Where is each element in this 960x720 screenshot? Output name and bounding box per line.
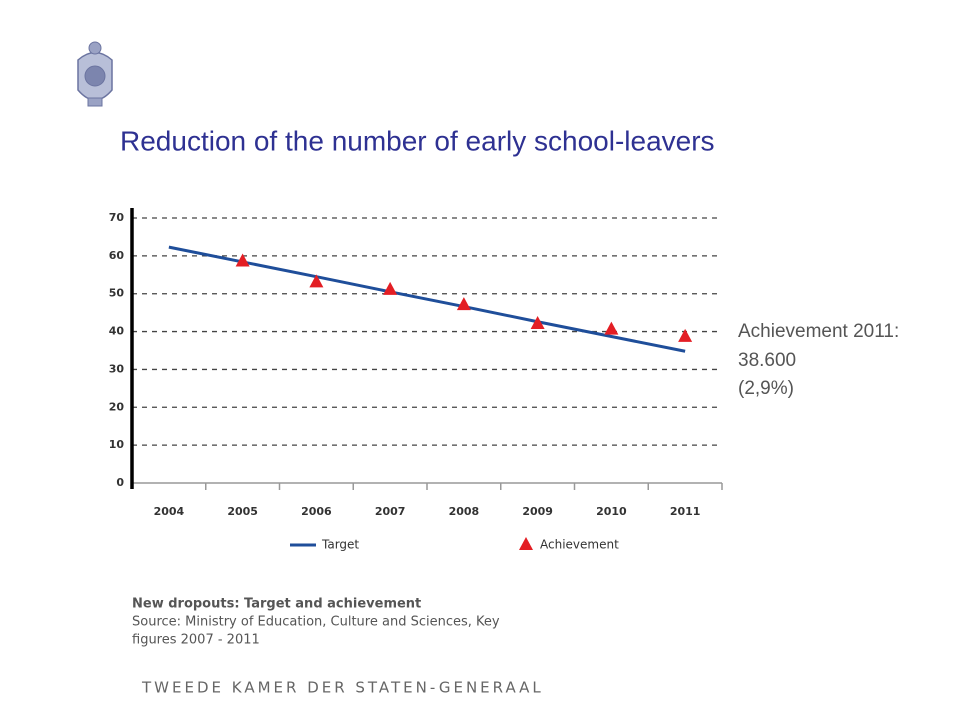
x-tick-label: 2005 bbox=[227, 505, 258, 518]
legend-label: Achievement bbox=[540, 538, 619, 552]
achievement-marker bbox=[530, 316, 545, 329]
x-tick-label: 2011 bbox=[670, 505, 701, 518]
y-tick-label: 0 bbox=[116, 476, 124, 489]
logo bbox=[77, 41, 113, 107]
x-tick-label: 2007 bbox=[375, 505, 406, 518]
achievement-marker bbox=[678, 328, 693, 342]
achievement-marker bbox=[456, 297, 471, 311]
y-tick-label: 10 bbox=[109, 438, 125, 451]
y-tick-label: 50 bbox=[109, 287, 125, 300]
y-tick-label: 70 bbox=[109, 211, 125, 224]
slide-title: Reduction of the number of early school-… bbox=[120, 125, 715, 156]
target-line bbox=[168, 245, 686, 353]
y-tick-label: 40 bbox=[109, 325, 125, 338]
plot: 0 10 20 30 40 50 60 70 2004 2005 2006 2007 2008 2009 2… bbox=[109, 208, 723, 552]
source: Source: Ministry of Education, Culture a… bbox=[132, 615, 500, 630]
achievement-marker bbox=[604, 321, 619, 335]
caption: New dropouts: Target and achievement bbox=[132, 597, 421, 612]
y-tick-label: 30 bbox=[109, 362, 125, 375]
x-tick-label: 2009 bbox=[522, 505, 553, 518]
x-tick-label: 2008 bbox=[449, 505, 480, 518]
legend-marker bbox=[519, 537, 533, 550]
x-tick-label: 2010 bbox=[596, 505, 627, 518]
annotation: 38.600 bbox=[738, 350, 796, 371]
achievement-marker bbox=[383, 281, 398, 295]
achievement-marker bbox=[235, 253, 250, 267]
annotation: (2,9%) bbox=[738, 378, 794, 399]
annotation: Achievement 2011: bbox=[738, 321, 899, 342]
achievement-marker bbox=[309, 274, 324, 288]
source: figures 2007 - 2011 bbox=[132, 633, 260, 648]
footer: TWEEDE KAMER DER STATEN-GENERAAL bbox=[141, 679, 544, 697]
y-tick-label: 20 bbox=[109, 400, 125, 413]
legend-label: Target bbox=[321, 538, 359, 552]
y-tick-label: 60 bbox=[109, 249, 125, 262]
x-tick-label: 2004 bbox=[154, 505, 185, 518]
x-tick-label: 2006 bbox=[301, 505, 332, 518]
